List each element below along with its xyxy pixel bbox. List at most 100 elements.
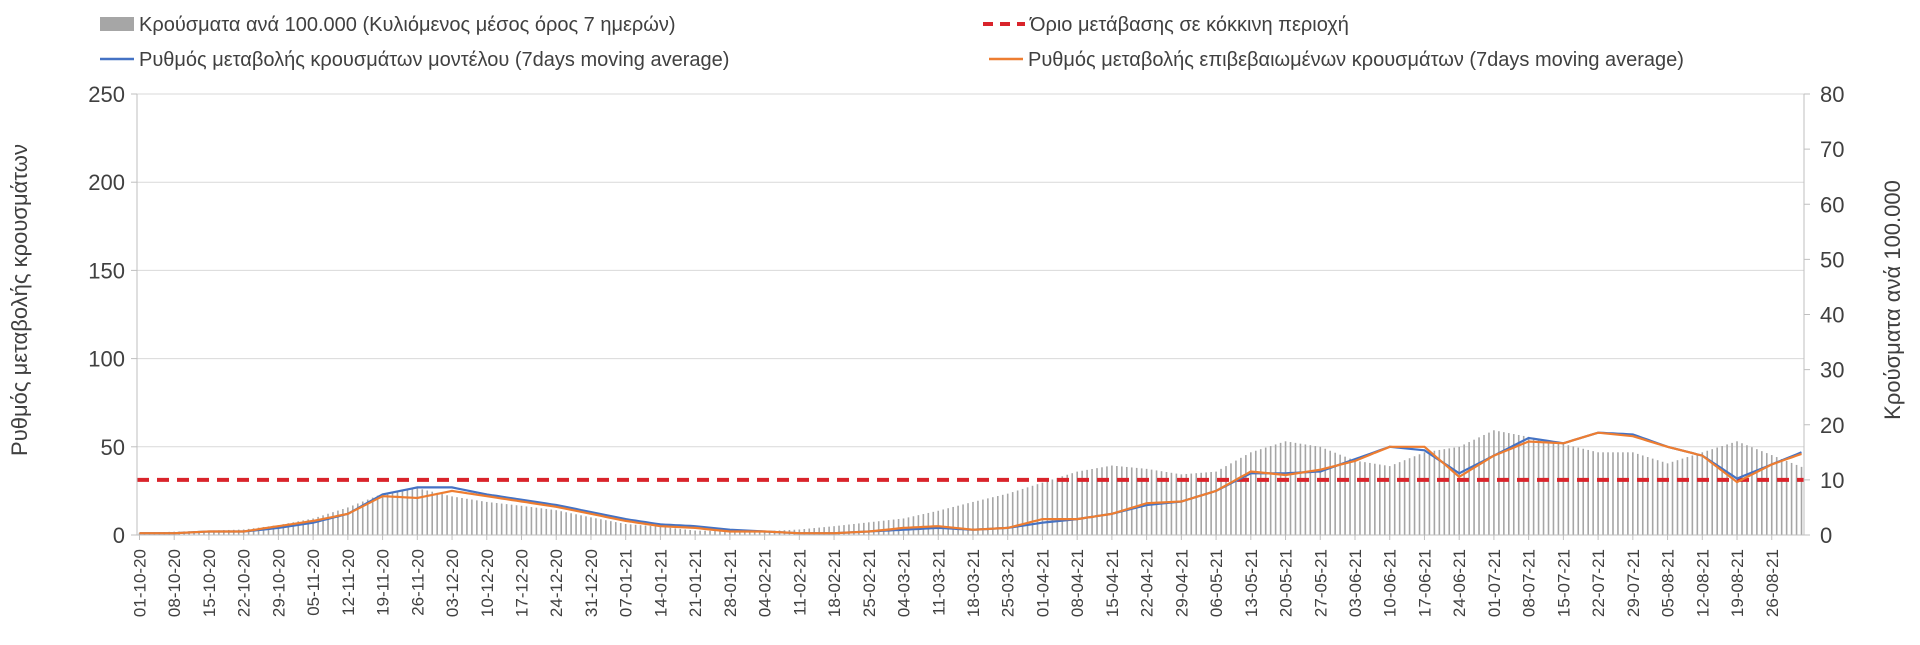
bar-day-252	[1388, 466, 1391, 535]
bar-day-138	[823, 527, 825, 535]
y-right-tick-label-60: 60	[1820, 192, 1844, 217]
bar-day-171	[987, 498, 989, 535]
bar-day-53	[401, 490, 404, 535]
bar-day-157	[917, 515, 920, 535]
bar-day-45	[361, 501, 364, 535]
bar-day-0	[138, 532, 141, 535]
x-tick-label-31: 06-05-21	[1207, 549, 1226, 617]
bar-day-330	[1775, 457, 1778, 535]
x-tick-label-8: 26-11-20	[408, 549, 427, 616]
bar-day-317	[1711, 449, 1714, 535]
bar-day-187	[1066, 474, 1069, 535]
bar-day-208	[1170, 472, 1173, 535]
bar-day-114	[704, 530, 706, 535]
bar-day-259	[1423, 452, 1426, 535]
bar-day-302	[1636, 453, 1639, 535]
x-tick-label-38: 24-06-21	[1450, 549, 1469, 617]
bar-day-44	[356, 503, 359, 535]
bar-day-25	[262, 526, 265, 535]
bar-day-103	[649, 525, 652, 535]
bar-day-90	[585, 516, 587, 535]
bar-day-134	[803, 529, 806, 535]
y-right-tick-label-80: 80	[1820, 82, 1844, 107]
bar-day-80	[535, 507, 538, 535]
x-tick-label-13: 31-12-20	[582, 549, 601, 617]
bar-day-99	[629, 524, 632, 535]
bar-day-13	[203, 530, 205, 535]
bar-day-301	[1632, 452, 1634, 535]
bar-day-126	[763, 531, 766, 535]
bar-day-14	[208, 530, 210, 535]
bar-day-151	[887, 520, 890, 535]
bar-day-67	[471, 499, 473, 535]
bar-day-54	[406, 489, 409, 535]
bar-day-176	[1011, 492, 1014, 535]
x-tick-label-7: 19-11-20	[374, 549, 393, 616]
line-series	[139, 431, 1802, 535]
bar-day-244	[1349, 458, 1351, 535]
bar-day-173	[996, 496, 999, 535]
x-tick-label-29: 22-04-21	[1138, 549, 1157, 617]
bar-day-72	[495, 503, 498, 535]
bar-day-62	[446, 495, 448, 535]
bar-day-153	[897, 519, 900, 535]
bar-day-328	[1765, 453, 1768, 535]
bar-day-284	[1547, 440, 1550, 535]
x-tick-label-20: 18-02-21	[825, 549, 844, 617]
bar-day-158	[922, 514, 925, 535]
bar-day-86	[565, 512, 567, 535]
bar-day-248	[1369, 462, 1371, 535]
y-right-tick-label-20: 20	[1820, 413, 1844, 438]
bar-day-79	[530, 507, 533, 535]
bar-day-109	[679, 528, 682, 535]
bar-day-76	[515, 505, 518, 535]
bar-day-231	[1284, 441, 1287, 535]
bar-day-163	[947, 508, 949, 535]
bar-day-28	[277, 525, 280, 535]
x-tick-label-10: 10-12-20	[478, 549, 497, 617]
bar-day-209	[1175, 473, 1178, 535]
x-tick-label-21: 25-02-21	[860, 549, 879, 617]
bar-day-118	[724, 531, 726, 535]
bar-day-36	[317, 516, 319, 535]
x-tick-label-11: 17-12-20	[513, 549, 532, 617]
bar-day-319	[1721, 446, 1723, 535]
bar-day-183	[1046, 481, 1049, 535]
bar-day-91	[590, 517, 592, 535]
bar-day-35	[312, 518, 314, 535]
bar-day-93	[600, 519, 602, 535]
bar-day-285	[1552, 441, 1555, 535]
bar-day-251	[1383, 465, 1386, 535]
bar-day-293	[1592, 451, 1594, 535]
bar-day-290	[1577, 447, 1580, 535]
x-tick-label-44: 05-08-21	[1659, 549, 1678, 617]
bar-day-188	[1071, 473, 1074, 535]
bar-day-236	[1309, 445, 1312, 535]
bar-day-224	[1250, 452, 1252, 535]
bar-day-179	[1026, 487, 1029, 535]
bar-day-145	[858, 523, 860, 535]
y-right-tick-label-0: 0	[1820, 523, 1832, 548]
bar-day-63	[451, 496, 453, 535]
bar-day-64	[456, 497, 458, 535]
bar-day-84	[555, 510, 558, 535]
bar-day-178	[1021, 488, 1024, 535]
bar-day-156	[912, 516, 915, 535]
bar-day-191	[1086, 469, 1088, 535]
bar-day-146	[863, 522, 865, 535]
bar-day-121	[738, 531, 741, 535]
bar-day-276	[1508, 433, 1510, 535]
bar-day-150	[882, 520, 885, 535]
legend-model-label: Ρυθμός μεταβολής κρουσμάτων μοντέλου (7d…	[139, 49, 729, 71]
bar-day-239	[1324, 448, 1327, 535]
bar-day-123	[748, 531, 751, 535]
bar-day-295	[1602, 452, 1604, 535]
bar-day-136	[813, 528, 816, 535]
bar-day-32	[297, 521, 300, 535]
x-tick-label-3: 22-10-20	[235, 549, 254, 617]
bar-day-105	[659, 526, 662, 535]
bar-day-148	[872, 521, 875, 535]
bar-day-50	[386, 492, 389, 535]
bar-day-180	[1031, 485, 1034, 535]
x-tick-label-23: 11-03-21	[929, 549, 948, 616]
